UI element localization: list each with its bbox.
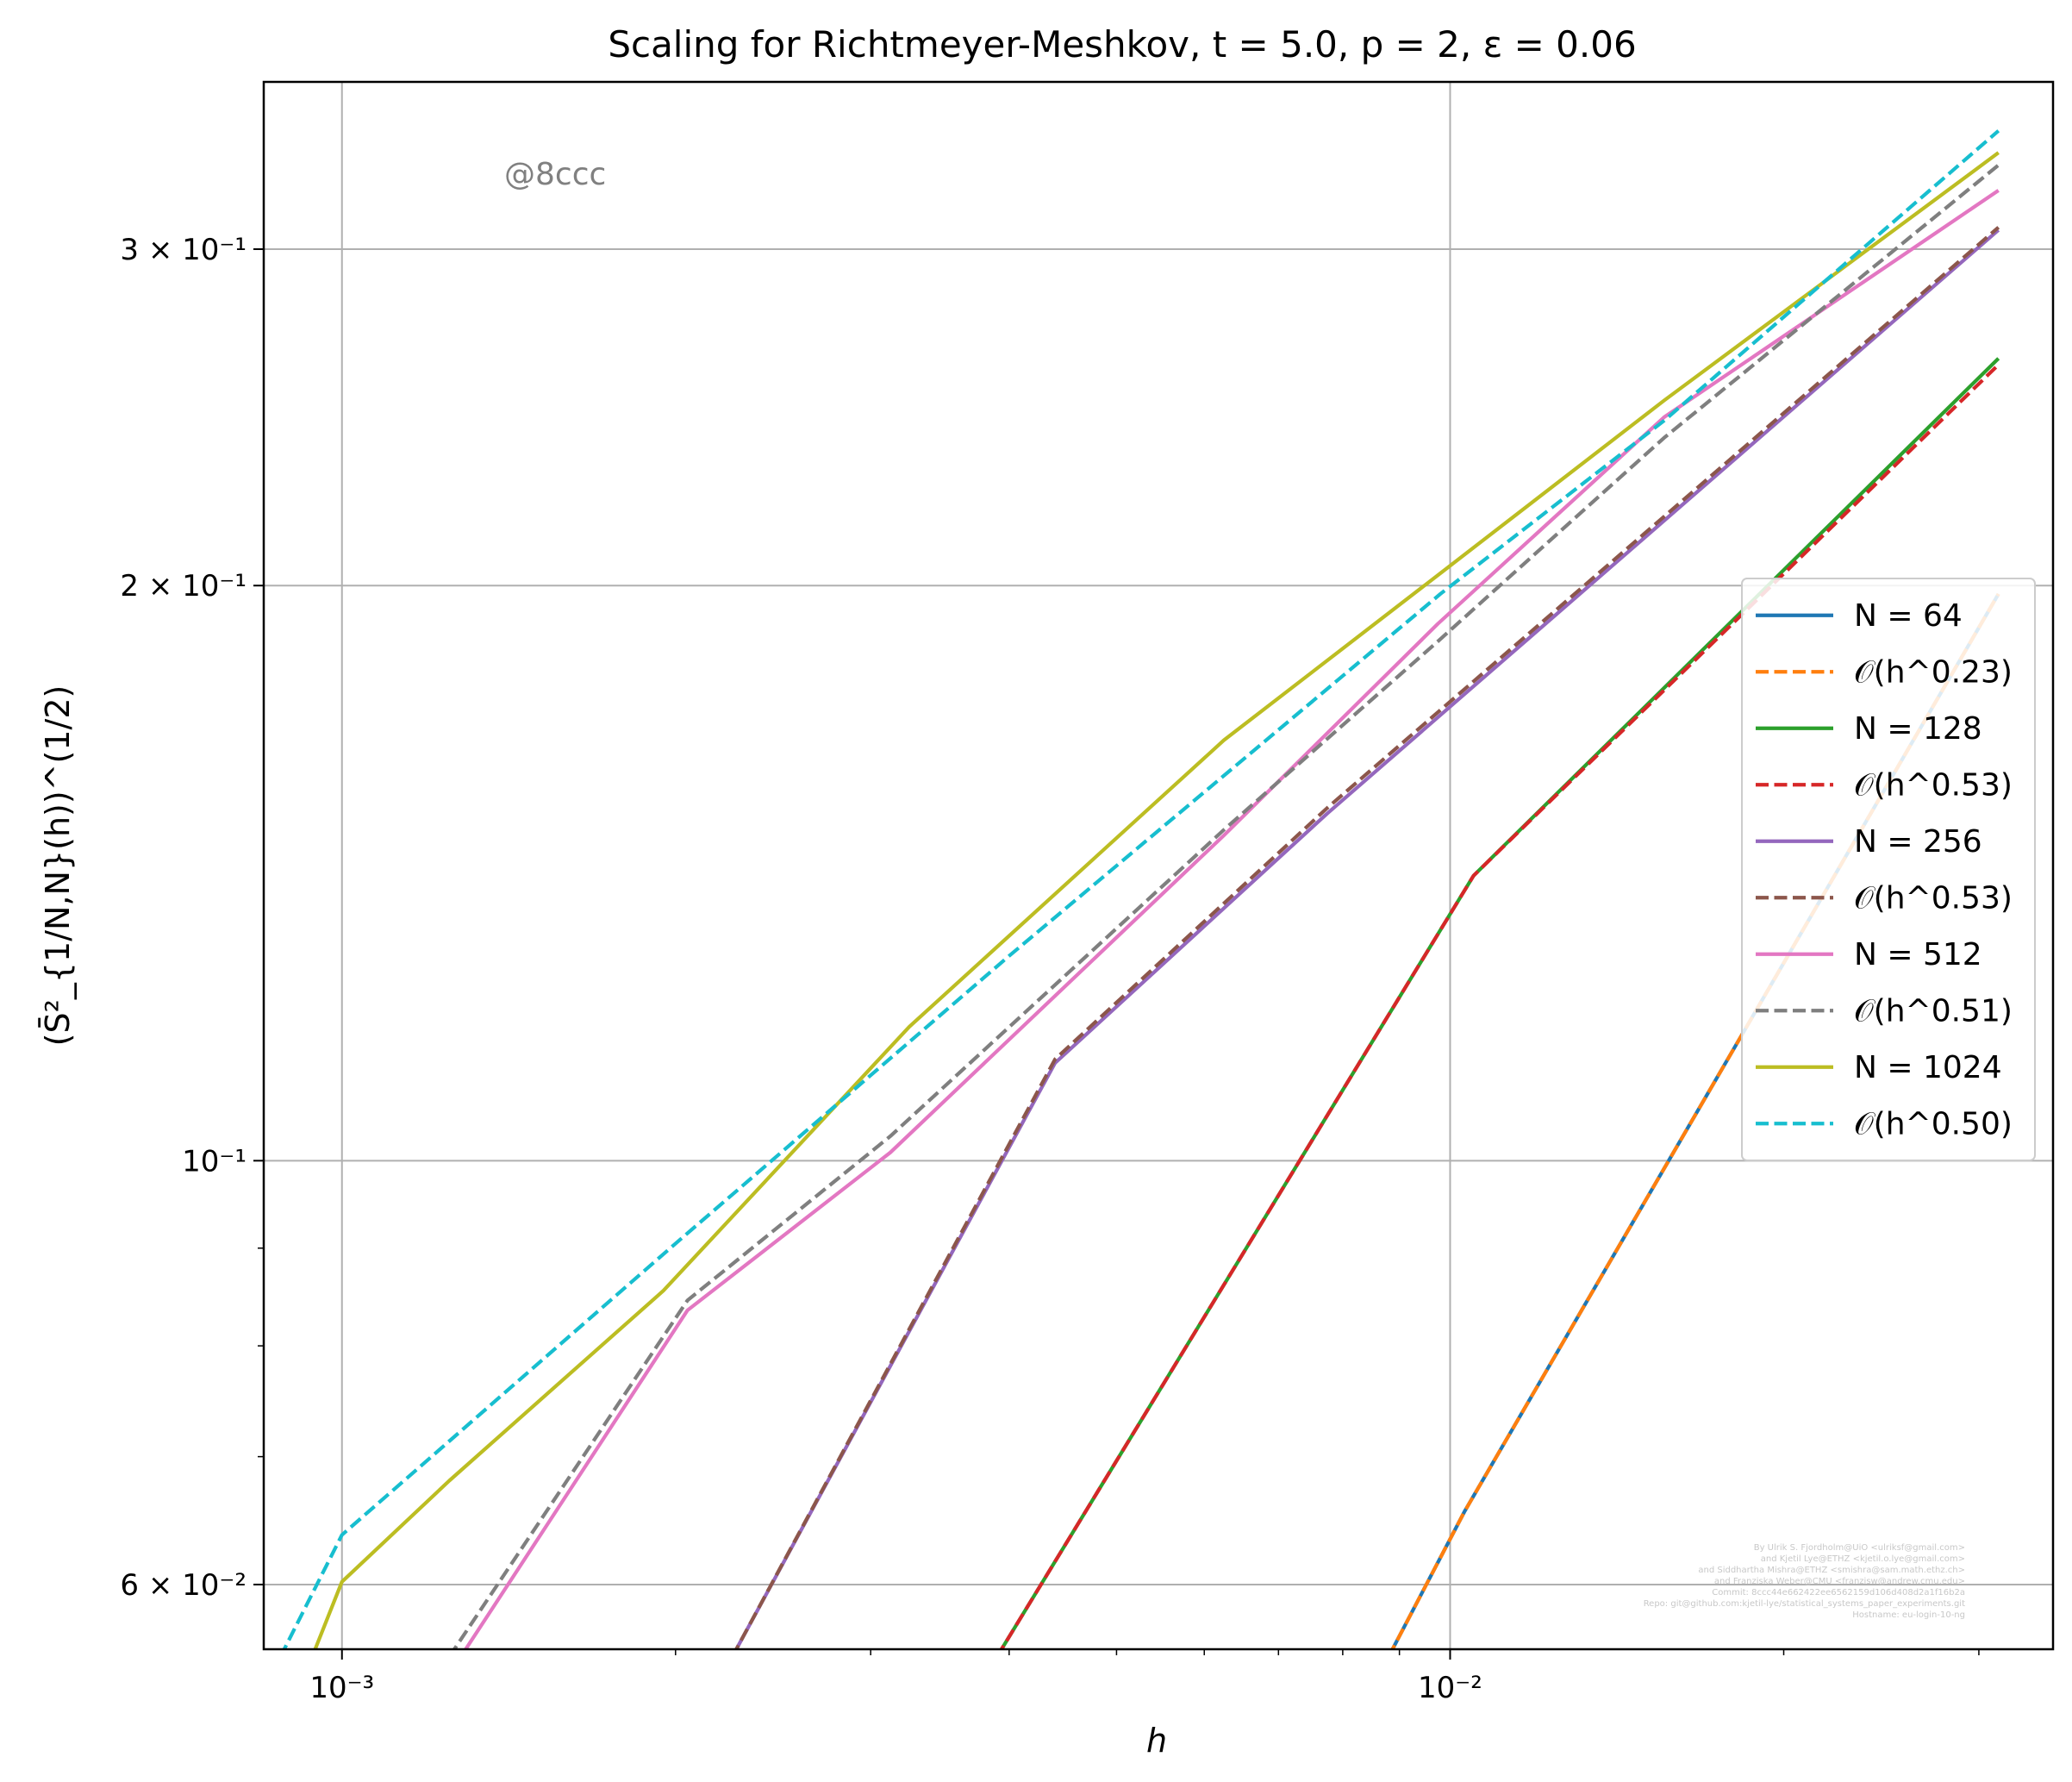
legend-box bbox=[1741, 578, 2036, 1161]
series-line bbox=[733, 226, 2000, 1649]
legend-label: N = 64 bbox=[1854, 598, 1963, 634]
credits-line: and Franziska Weber@CMU <franzisw@andrew… bbox=[1714, 1577, 1965, 1586]
series-line bbox=[282, 129, 2000, 1649]
legend-label: N = 256 bbox=[1854, 824, 1982, 860]
legend-label: N = 512 bbox=[1854, 937, 1982, 972]
y-tick-label: 2 × 10⁻¹ bbox=[120, 569, 247, 603]
legend-label: 𝒪(h^0.51) bbox=[1854, 993, 2013, 1029]
y-tick-label: 6 × 10⁻² bbox=[120, 1568, 247, 1603]
legend-label: 𝒪(h^0.23) bbox=[1854, 654, 2013, 690]
watermark-layer: @8ccc bbox=[504, 157, 606, 192]
series-line bbox=[313, 151, 2000, 1649]
credits-line: By Ulrik S. Fjordholm@UiO <ulriksf@gmail… bbox=[1754, 1543, 1965, 1553]
y-tick-label: 10⁻¹ bbox=[182, 1144, 247, 1179]
series-line bbox=[999, 363, 2000, 1649]
legend-label: 𝒪(h^0.53) bbox=[1854, 767, 2013, 803]
credits-line: Commit: 8ccc44e662422ee6562159d106d408d2… bbox=[1712, 1588, 1965, 1598]
legend-label: 𝒪(h^0.50) bbox=[1854, 1106, 2013, 1141]
watermark-text: @8ccc bbox=[504, 157, 606, 192]
legend: N = 64 𝒪(h^0.23) N = 128 𝒪(h^0.53) N = 256 𝒪(… bbox=[1741, 578, 2036, 1161]
legend-label: 𝒪(h^0.53) bbox=[1854, 880, 2013, 916]
series-line bbox=[452, 163, 2000, 1649]
legend-label: N = 1024 bbox=[1854, 1050, 2002, 1085]
credits-line: Repo: git@github.com:kjetil-lye/statisti… bbox=[1644, 1599, 1965, 1609]
series-line bbox=[463, 189, 2000, 1649]
chart-title: Scaling for Richtmeyer-Meshkov, t = 5.0,… bbox=[608, 23, 1636, 66]
x-tick-label: 10⁻² bbox=[1418, 1671, 1482, 1705]
axis-ticks: 10⁻³ 10⁻² 6 × 10⁻² 10⁻¹ 2 × 10⁻¹ 3 × 10⁻¹ bbox=[120, 233, 1980, 1705]
legend-label: N = 128 bbox=[1854, 711, 1982, 747]
credits-line: Hostname: eu-login-10-ng bbox=[1852, 1610, 1965, 1620]
y-axis-label: (S̄²_{1/N,N}(h))^(1/2) bbox=[39, 685, 77, 1047]
grid bbox=[264, 82, 2053, 1649]
y-tick-label: 3 × 10⁻¹ bbox=[120, 233, 247, 267]
plot-frame bbox=[262, 80, 2055, 1651]
credits-line: and Siddhartha Mishra@ETHZ <smishra@sam.… bbox=[1698, 1566, 1965, 1575]
x-axis-label: h bbox=[1146, 1722, 1167, 1760]
x-tick-label: 10⁻³ bbox=[309, 1671, 374, 1705]
credits-block: By Ulrik S. Fjordholm@UiO <ulriksf@gmail… bbox=[1644, 1543, 1965, 1620]
credits-line: and Kjetil Lye@ETHZ <kjetil.o.lye@gmail.… bbox=[1761, 1554, 1965, 1564]
